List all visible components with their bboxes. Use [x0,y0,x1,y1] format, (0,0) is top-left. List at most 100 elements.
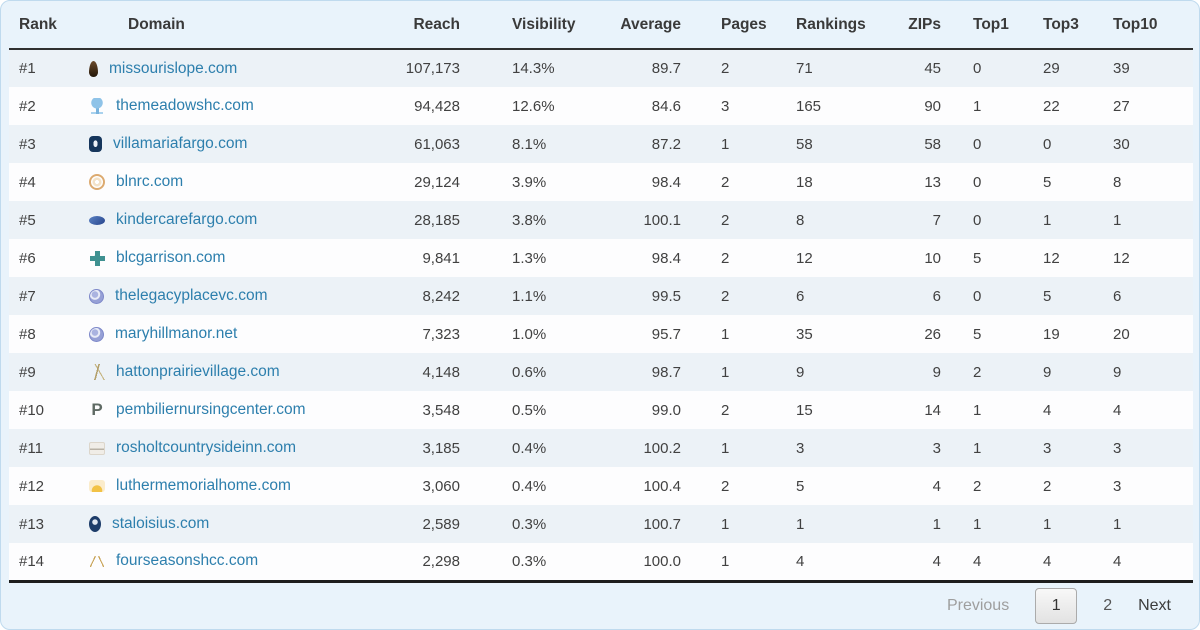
tree-icon [89,98,105,114]
rank-cell: #2 [9,87,73,125]
top10-cell: 4 [1084,543,1193,583]
visibility-cell: 1.1% [474,277,599,315]
average-cell: 100.7 [599,505,689,543]
domain-link[interactable]: fourseasonshcc.com [116,552,259,570]
rank-cell: #14 [9,543,73,583]
top3-cell: 5 [1014,163,1084,201]
table-row: #2 themeadowshc.com 94,428 12.6% 84.6 3 … [9,87,1193,125]
average-cell: 100.4 [599,467,689,505]
reach-cell: 7,323 [389,315,474,353]
rankings-cell: 15 [769,391,864,429]
top3-cell: 1 [1014,201,1084,239]
average-cell: 99.0 [599,391,689,429]
top1-cell: 5 [949,239,1014,277]
table-row: #5 kindercarefargo.com 28,185 3.8% 100.1… [9,201,1193,239]
average-cell: 84.6 [599,87,689,125]
rank-cell: #8 [9,315,73,353]
top1-cell: 0 [949,163,1014,201]
rankings-cell: 58 [769,125,864,163]
table-row: #3 villamariafargo.com 61,063 8.1% 87.2 … [9,125,1193,163]
top10-cell: 1 [1084,201,1193,239]
domain-link[interactable]: missourislope.com [109,59,238,77]
average-cell: 100.0 [599,543,689,583]
top3-cell: 12 [1014,239,1084,277]
visibility-cell: 0.3% [474,543,599,583]
top1-cell: 0 [949,201,1014,239]
column-header-top10: Top10 [1084,1,1193,50]
visibility-cell: 1.3% [474,239,599,277]
reach-cell: 9,841 [389,239,474,277]
pagination-page-1-button[interactable]: 1 [1035,587,1078,624]
rank-cell: #6 [9,239,73,277]
pagination-next-button[interactable]: Next [1138,596,1171,614]
rank-cell: #9 [9,353,73,391]
rank-cell: #11 [9,429,73,467]
rankings-cell: 18 [769,163,864,201]
top1-cell: 0 [949,125,1014,163]
reach-cell: 3,548 [389,391,474,429]
domain-link[interactable]: maryhillmanor.net [115,325,238,342]
rankings-cell: 1 [769,505,864,543]
top10-cell: 1 [1084,505,1193,543]
reach-cell: 28,185 [389,201,474,239]
domain-link[interactable]: luthermemorialhome.com [116,477,291,494]
top1-cell: 1 [949,391,1014,429]
visibility-cell: 0.6% [474,353,599,391]
column-header-average: Average [599,1,689,50]
domain-link[interactable]: kindercarefargo.com [116,211,258,228]
letter-p-icon: P [91,400,103,419]
rankings-cell: 12 [769,239,864,277]
reach-cell: 107,173 [389,49,474,87]
rank-cell: #4 [9,163,73,201]
feather-icon [89,60,98,77]
domain-link[interactable]: pembiliernursingcenter.com [116,401,306,418]
ring-logo-icon [89,174,105,190]
rankings-cell: 6 [769,277,864,315]
pagination-previous-button[interactable]: Previous [946,596,1010,614]
rankings-cell: 5 [769,467,864,505]
pagination: Previous 1 2 Next [1,583,1199,630]
average-cell: 100.2 [599,429,689,467]
rank-cell: #13 [9,505,73,543]
visibility-cell: 12.6% [474,87,599,125]
top3-cell: 2 [1014,467,1084,505]
visibility-cell: 14.3% [474,49,599,87]
top3-cell: 9 [1014,353,1084,391]
top3-cell: 4 [1014,391,1084,429]
reach-cell: 3,060 [389,467,474,505]
column-header-rank: Rank [9,1,73,50]
rank-cell: #1 [9,49,73,87]
zips-cell: 58 [864,125,949,163]
rankings-cell: 165 [769,87,864,125]
table-row: #13 staloisius.com 2,589 0.3% 100.7 1 1 … [9,505,1193,543]
average-cell: 100.1 [599,201,689,239]
average-cell: 95.7 [599,315,689,353]
domain-link[interactable]: blcgarrison.com [116,249,226,266]
domain-link[interactable]: rosholtcountrysideinn.com [116,439,297,456]
domain-link[interactable]: staloisius.com [112,515,210,532]
domain-link[interactable]: villamariafargo.com [113,135,248,152]
top1-cell: 2 [949,353,1014,391]
top10-cell: 12 [1084,239,1193,277]
domain-link[interactable]: thelegacyplacevc.com [115,287,268,304]
average-cell: 98.7 [599,353,689,391]
domain-link[interactable]: blnrc.com [116,173,184,190]
zips-cell: 90 [864,87,949,125]
column-header-zips: ZIPs [864,1,949,50]
average-cell: 99.5 [599,277,689,315]
pagination-page-2-button[interactable]: 2 [1103,596,1113,614]
domain-link[interactable]: hattonprairievillage.com [116,363,280,380]
globe-icon [89,326,104,342]
top3-cell: 22 [1014,87,1084,125]
domain-link[interactable]: themeadowshc.com [116,97,254,114]
reach-cell: 61,063 [389,125,474,163]
zips-cell: 1 [864,505,949,543]
column-header-pages: Pages [689,1,769,50]
top10-cell: 39 [1084,49,1193,87]
visibility-cell: 8.1% [474,125,599,163]
top10-cell: 4 [1084,391,1193,429]
zips-cell: 9 [864,353,949,391]
zips-cell: 4 [864,543,949,583]
zips-cell: 6 [864,277,949,315]
